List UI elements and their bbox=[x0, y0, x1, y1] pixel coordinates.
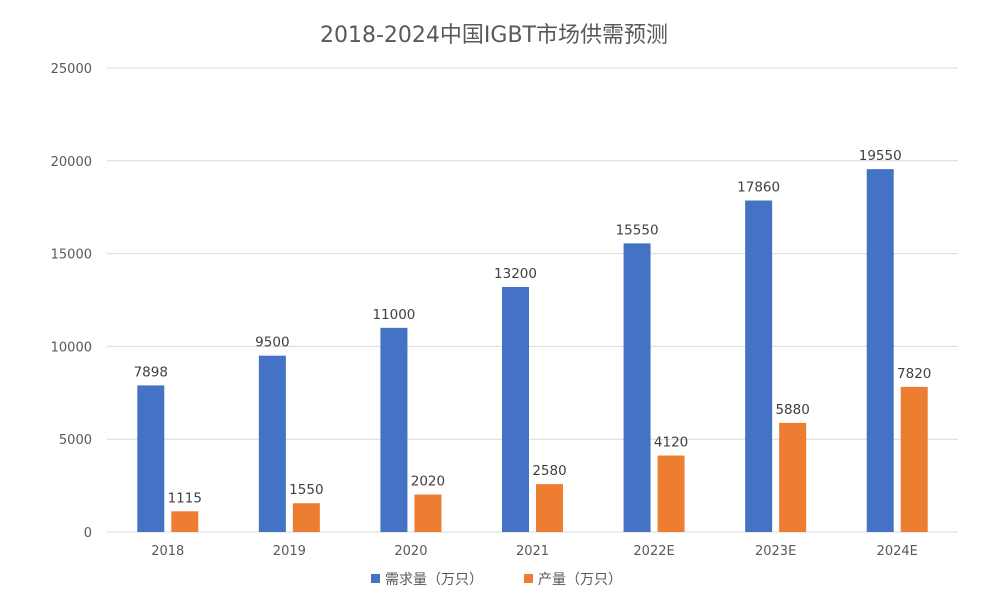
y-tick-label: 25000 bbox=[51, 62, 92, 77]
bar-production-2019 bbox=[292, 503, 320, 532]
x-axis-ticks: 2018 2019 2020 2021 2022E 2023E 2024E bbox=[151, 544, 918, 559]
bar-demand-2023E bbox=[745, 200, 773, 532]
y-tick-label: 15000 bbox=[51, 248, 92, 263]
x-tick-label: 2024E bbox=[877, 544, 918, 559]
data-label-demand-2018: 7898 bbox=[134, 364, 168, 380]
bar-demand-2021 bbox=[502, 287, 529, 532]
chart-title: 2018-2024中国IGBT市场供需预测 bbox=[320, 23, 668, 48]
bar-production-2018 bbox=[171, 511, 199, 532]
data-label-production-2021: 2580 bbox=[532, 463, 566, 479]
y-axis-ticks: 0 5000 10000 15000 20000 25000 bbox=[51, 62, 92, 541]
legend-label-production: 产量（万只） bbox=[538, 572, 622, 588]
data-label-production-2022E: 4120 bbox=[654, 435, 688, 451]
y-tick-label: 5000 bbox=[59, 433, 92, 448]
legend-swatch-demand bbox=[371, 574, 380, 583]
data-label-demand-2023E: 17860 bbox=[737, 180, 780, 196]
bar-demand-2019 bbox=[258, 355, 286, 532]
bar-production-2020 bbox=[414, 494, 442, 532]
x-tick-label: 2020 bbox=[394, 544, 427, 559]
x-tick-label: 2018 bbox=[151, 544, 184, 559]
y-tick-label: 10000 bbox=[51, 340, 92, 355]
legend-swatch-production bbox=[524, 574, 533, 583]
bar-demand-2018 bbox=[137, 385, 165, 532]
bar-production-2022E bbox=[657, 455, 685, 532]
gridlines bbox=[107, 67, 958, 533]
data-label-demand-2021: 13200 bbox=[494, 266, 537, 282]
data-label-production-2023E: 5880 bbox=[775, 402, 809, 418]
x-tick-label: 2023E bbox=[755, 544, 796, 559]
data-label-production-2020: 2020 bbox=[411, 474, 445, 490]
data-label-demand-2022E: 15550 bbox=[616, 222, 659, 238]
legend-label-demand: 需求量（万只） bbox=[385, 572, 483, 588]
x-tick-label: 2021 bbox=[516, 544, 549, 559]
data-label-demand-2024E: 19550 bbox=[859, 148, 902, 164]
data-label-production-2024E: 7820 bbox=[897, 366, 931, 382]
bar-demand-2024E bbox=[866, 169, 894, 533]
data-label-demand-2019: 9500 bbox=[255, 335, 289, 351]
x-tick-label: 2019 bbox=[273, 544, 306, 559]
data-label-demand-2020: 11000 bbox=[372, 307, 415, 323]
legend: 需求量（万只） 产量（万只） bbox=[371, 572, 622, 588]
data-label-production-2019: 1550 bbox=[289, 482, 323, 498]
bar-production-2024E bbox=[900, 386, 928, 532]
bar-demand-2020 bbox=[380, 327, 408, 532]
data-label-production-2018: 1115 bbox=[168, 490, 202, 506]
bar-production-2021 bbox=[536, 484, 563, 532]
bar-demand-2022E bbox=[623, 243, 651, 532]
bars bbox=[137, 169, 928, 533]
y-tick-label: 0 bbox=[84, 526, 92, 541]
data-labels: 7898 1115 9500 1550 11000 2020 13200 2580 15550 4… bbox=[134, 148, 932, 506]
bar-production-2023E bbox=[779, 422, 807, 532]
x-tick-label: 2022E bbox=[633, 544, 674, 559]
y-tick-label: 20000 bbox=[51, 155, 92, 170]
